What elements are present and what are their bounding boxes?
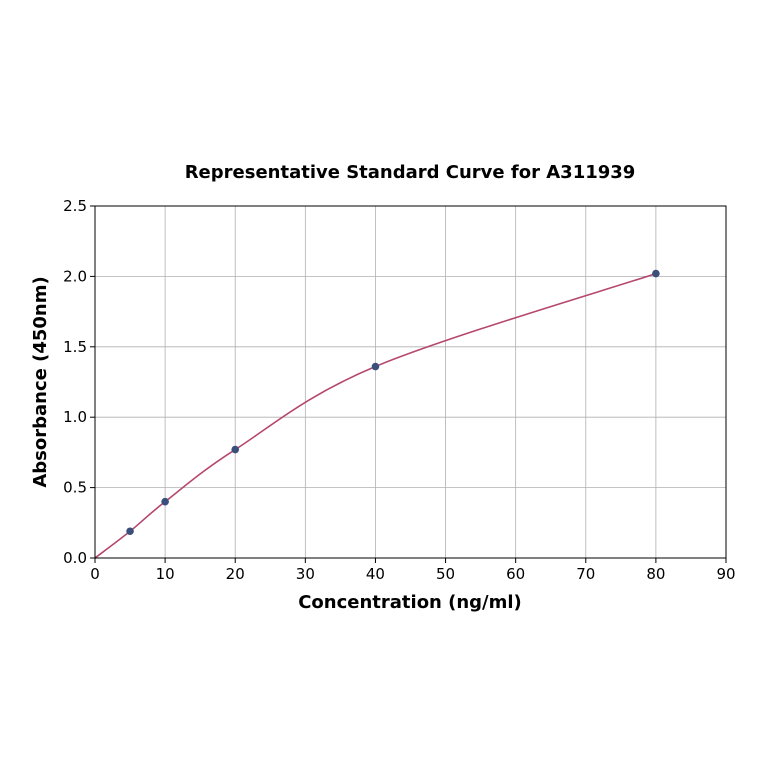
x-axis-label: Concentration (ng/ml) xyxy=(298,592,522,613)
data-point xyxy=(231,445,240,454)
y-axis-ticks: 0.0 0.5 1.0 1.5 2.0 2.5 xyxy=(63,197,95,567)
y-tick-label: 0.0 xyxy=(63,549,87,567)
data-points xyxy=(126,269,660,536)
y-tick-label: 2.0 xyxy=(63,267,87,285)
x-tick-label: 60 xyxy=(506,565,525,583)
y-tick-label: 1.0 xyxy=(63,408,87,426)
plot-frame xyxy=(94,205,727,559)
x-tick-label: 70 xyxy=(576,565,595,583)
x-tick-label: 20 xyxy=(226,565,245,583)
x-tick-label: 90 xyxy=(716,565,735,583)
x-tick-label: 10 xyxy=(156,565,175,583)
x-tick-label: 50 xyxy=(436,565,455,583)
data-point xyxy=(652,269,660,278)
y-axis-label: Absorbance (450nm) xyxy=(30,276,51,487)
x-axis-ticks: 0 10 20 30 40 50 60 70 80 90 xyxy=(90,558,736,583)
x-tick-label: 30 xyxy=(296,565,315,583)
chart-title: Representative Standard Curve for A31193… xyxy=(185,162,636,183)
grid xyxy=(94,205,727,559)
y-tick-label: 0.5 xyxy=(63,479,87,497)
data-point xyxy=(371,362,380,371)
x-tick-label: 80 xyxy=(646,565,665,583)
y-tick-label: 2.5 xyxy=(63,197,87,215)
data-point xyxy=(126,527,134,536)
x-tick-label: 40 xyxy=(366,565,385,583)
data-point xyxy=(161,497,169,506)
y-tick-label: 1.5 xyxy=(63,338,87,356)
x-tick-label: 0 xyxy=(90,565,100,583)
